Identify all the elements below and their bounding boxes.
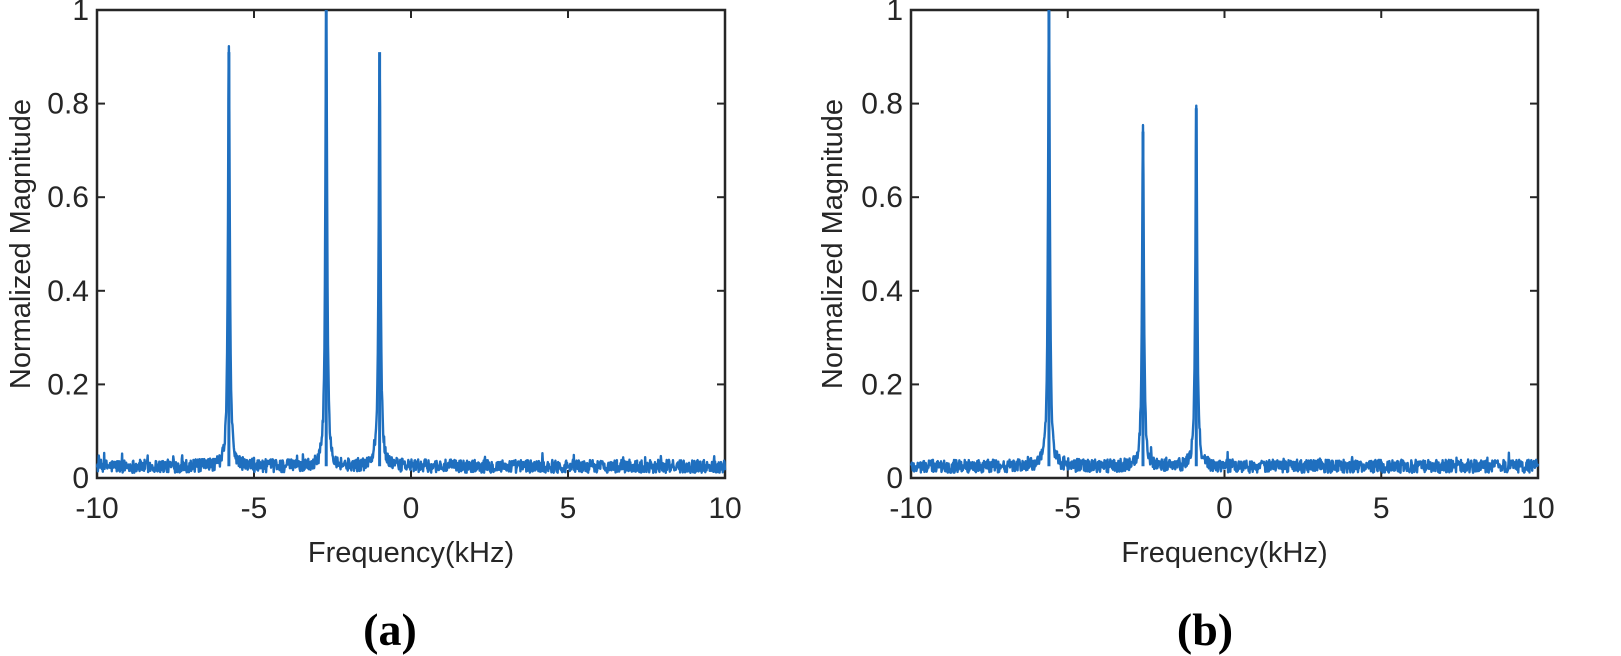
x-tick-label: 10: [708, 492, 741, 525]
x-axis-title: Frequency(kHz): [308, 537, 514, 569]
spectrum-line: [909, 11, 1540, 475]
x-tick-label: 10: [1521, 492, 1554, 525]
spectrum-line: [95, 12, 727, 474]
x-tick-label: -5: [241, 492, 268, 525]
panel-label: (a): [363, 604, 417, 655]
y-tick-label: 0.8: [861, 88, 903, 121]
plot-frame: [909, 8, 1540, 480]
x-tick-label: -10: [889, 492, 932, 525]
y-tick-label: 0: [72, 462, 89, 495]
y-tick-label: 1: [72, 0, 89, 27]
y-axis-title: Normalized Magnitude: [817, 99, 849, 389]
chart-panel-a: -10 -5 0 5 10 0 0.2 0.4 0.6 0.8 1 Frequency(kHz) Nor…: [5, 0, 742, 655]
plot-frame: [95, 8, 727, 480]
y-tick-label: 0.6: [861, 181, 903, 214]
chart-panel-b: -10 -5 0 5 10 0 0.2 0.4 0.6 0.8 1 Frequency(kHz) Nor…: [817, 0, 1555, 655]
x-tick-label: 5: [1373, 492, 1390, 525]
y-tick-label: 0.6: [47, 181, 89, 214]
panel-label: (b): [1177, 604, 1233, 655]
y-tick-label: 0: [886, 462, 903, 495]
x-tick-label: -5: [1054, 492, 1081, 525]
x-tick-label: -10: [75, 492, 118, 525]
x-tick-label: 0: [1216, 492, 1233, 525]
x-tick-label: 5: [560, 492, 577, 525]
y-tick-label: 0.2: [861, 368, 903, 401]
y-tick-label: 0.4: [861, 275, 903, 308]
y-tick-label: 1: [886, 0, 903, 27]
y-tick-label: 0.2: [47, 368, 89, 401]
x-axis-title: Frequency(kHz): [1121, 537, 1327, 569]
x-tick-label: 0: [403, 492, 420, 525]
y-tick-label: 0.4: [47, 275, 89, 308]
y-axis-title: Normalized Magnitude: [5, 99, 37, 389]
y-tick-label: 0.8: [47, 88, 89, 121]
